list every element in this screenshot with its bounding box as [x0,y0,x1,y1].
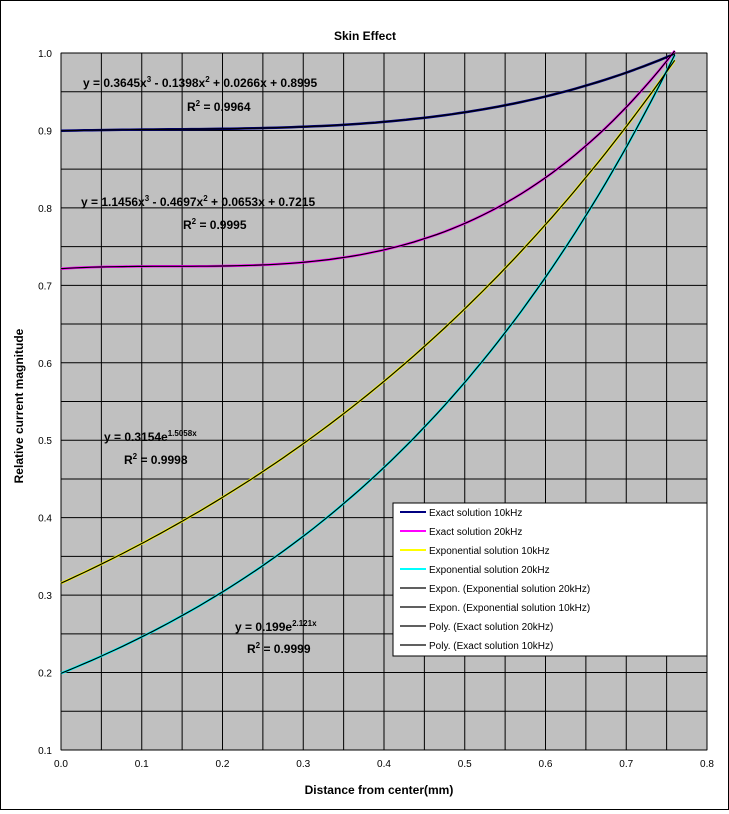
x-axis-label: Distance from center(mm) [305,783,454,797]
r-squared-label: R2 = 0.9964 [187,99,251,114]
y-tick-label: 0.7 [38,281,52,292]
y-tick-label: 0.5 [38,436,52,447]
x-tick-label: 0.6 [539,759,553,770]
x-tick-label: 0.0 [54,759,68,770]
x-tick-label: 0.8 [700,759,714,770]
y-tick-label: 0.3 [38,591,52,602]
y-tick-label: 0.6 [38,359,52,370]
y-tick-label: 0.4 [38,514,52,525]
series-line [60,53,675,132]
grid-lines [60,52,708,751]
r-squared-label: R2 = 0.9999 [247,641,311,656]
trendline-equation: y = 1.1456x3 - 0.4697x2 + 0.0653x + 0.72… [81,194,315,209]
series-line [60,59,676,584]
legend-entry: Exponential solution 20kHz [429,565,550,576]
y-axis-ticks: 0.1 0.2 0.3 0.4 0.5 0.6 0.7 0.8 0.9 1.0 [38,49,52,757]
legend-entry: Poly. (Exact solution 10kHz) [429,641,553,652]
trendline-equation: y = 0.3645x3 - 0.1398x2 + 0.0266x + 0.89… [83,75,317,90]
y-tick-label: 1.0 [38,49,52,60]
series-line [60,50,676,270]
x-axis-ticks: 0.0 0.1 0.2 0.3 0.4 0.5 0.6 0.7 0.8 [54,759,714,770]
series-line [60,54,676,674]
series-layer [60,50,676,675]
y-tick-label: 0.9 [38,126,52,137]
y-axis-label: Relative current magnitude [12,328,26,483]
legend-entry: Exponential solution 10kHz [429,546,550,557]
x-tick-label: 0.1 [135,759,149,770]
x-tick-label: 0.7 [619,759,633,770]
y-tick-label: 0.1 [38,746,52,757]
chart-title: Skin Effect [334,29,396,43]
legend-entry: Exact solution 10kHz [429,508,522,519]
legend-box [392,502,708,657]
legend-entry: Poly. (Exact solution 20kHz) [429,622,553,633]
x-tick-label: 0.2 [216,759,230,770]
x-tick-label: 0.3 [296,759,310,770]
r-squared-label: R2 = 0.9998 [124,452,188,467]
annotations: y = 0.3645x3 - 0.1398x2 + 0.0266x + 0.89… [81,75,317,656]
legend: Exact solution 10kHz Exact solution 20kHz… [392,502,708,657]
legend-entry: Exact solution 20kHz [429,527,522,538]
r-squared-label: R2 = 0.9995 [183,217,247,232]
legend-entry: Expon. (Exponential solution 20kHz) [429,584,590,595]
y-tick-label: 0.8 [38,204,52,215]
x-tick-label: 0.5 [458,759,472,770]
legend-entry: Expon. (Exponential solution 10kHz) [429,603,590,614]
x-tick-label: 0.4 [377,759,391,770]
y-tick-label: 0.2 [38,669,52,680]
